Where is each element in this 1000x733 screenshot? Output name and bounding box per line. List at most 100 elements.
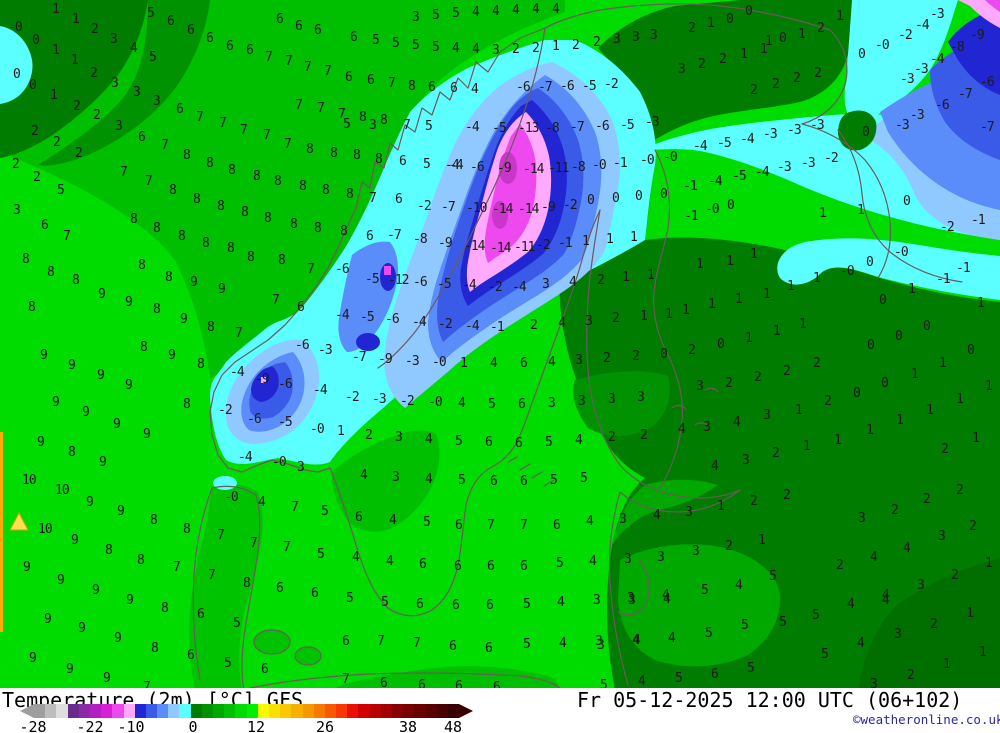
temp-value: 9 xyxy=(37,435,45,450)
temp-value: 7 xyxy=(272,293,280,308)
temp-value: 5 xyxy=(392,36,400,51)
region-white-sea xyxy=(777,238,1000,300)
temp-value: 8 xyxy=(47,265,55,280)
temp-value: 0 xyxy=(745,4,753,19)
region-coast-magenta-spot xyxy=(384,266,391,275)
temp-value: 0 xyxy=(727,198,735,213)
temp-value: 5 xyxy=(423,515,431,530)
temp-value: 5 xyxy=(432,8,440,23)
temp-value: 3 xyxy=(632,30,640,45)
temp-value: 7 xyxy=(63,229,71,244)
copyright-credit[interactable]: ©weatheronline.co.uk xyxy=(853,712,1000,727)
temp-value: -9 xyxy=(970,28,985,43)
colorbar-swatch xyxy=(380,704,392,718)
temp-value: -2 xyxy=(604,77,619,92)
temp-value: 3 xyxy=(111,76,119,91)
temp-value: 6 xyxy=(176,102,184,117)
temp-value: 6 xyxy=(490,474,498,489)
temp-value: 5 xyxy=(701,583,709,598)
temp-value: 2 xyxy=(772,446,780,461)
temp-value: 0 xyxy=(967,343,975,358)
temp-value: -2 xyxy=(563,198,578,213)
temp-value: 5 xyxy=(372,33,380,48)
temp-value: 6 xyxy=(295,19,303,34)
temp-value: 2 xyxy=(930,617,938,632)
temp-value: 1 xyxy=(758,533,766,548)
temp-value: 3 xyxy=(412,10,420,25)
temp-value: 5 xyxy=(705,626,713,641)
temp-value: 5 xyxy=(600,678,608,688)
temp-value: 6 xyxy=(380,676,388,688)
temp-value: 1 xyxy=(630,230,638,245)
temp-value: -5 xyxy=(365,272,380,287)
temp-value: 1 xyxy=(337,424,345,439)
temp-value: 2 xyxy=(593,35,601,50)
temp-value: 4 xyxy=(352,550,360,565)
temp-value: -5 xyxy=(582,79,597,94)
temp-value: 2 xyxy=(698,57,706,72)
region-sweden-land xyxy=(331,430,440,532)
region-tl-cyan xyxy=(0,26,33,104)
temp-value: 8 xyxy=(153,302,161,317)
temp-value: 9 xyxy=(71,533,79,548)
temp-value: 8 xyxy=(380,113,388,128)
colorbar-tick-48: 48 xyxy=(443,718,463,733)
map-canvas xyxy=(0,0,1000,688)
temp-value: -4 xyxy=(462,278,477,293)
temp-value: -4 xyxy=(412,315,427,330)
temp-value: 9 xyxy=(68,358,76,373)
temp-value: 1 xyxy=(707,16,715,31)
temp-value: -7 xyxy=(570,120,585,135)
temp-value: 1 xyxy=(834,433,842,448)
temp-value: 1 xyxy=(943,657,951,672)
temp-value: 5 xyxy=(455,434,463,449)
colorbar-swatch xyxy=(392,704,404,718)
temp-value: -8 xyxy=(545,121,560,136)
temp-value: 0 xyxy=(862,125,870,140)
temp-value: 8 xyxy=(290,217,298,232)
temp-value: 1 xyxy=(857,203,865,218)
temp-value: -6 xyxy=(980,75,995,90)
region-lobe-navy xyxy=(251,366,279,402)
colorbar-swatch xyxy=(403,704,415,718)
temp-value: 8 xyxy=(68,445,76,460)
temp-value: 6 xyxy=(138,130,146,145)
temp-value: 1 xyxy=(787,279,795,294)
colorbar-swatch xyxy=(34,704,46,718)
temp-value: 3 xyxy=(637,390,645,405)
temp-value: 7 xyxy=(196,110,204,125)
temp-value: 6 xyxy=(449,639,457,654)
temp-value: 7 xyxy=(217,528,225,543)
temp-value: 4 xyxy=(668,631,676,646)
colorbar-swatch xyxy=(157,704,169,718)
temp-value: -11 xyxy=(548,161,570,176)
temp-value: 0 xyxy=(726,12,734,27)
temp-value: 5 xyxy=(425,119,433,134)
temp-value: 4 xyxy=(452,41,460,56)
temp-value: 2 xyxy=(530,318,538,333)
temp-value: 8 xyxy=(183,148,191,163)
temp-value: 8 xyxy=(274,174,282,189)
temp-value: 3 xyxy=(870,677,878,688)
temp-value: 7 xyxy=(265,50,273,65)
temp-value: 3 xyxy=(628,593,636,608)
temp-value: 7 xyxy=(388,76,396,91)
temp-value: 8 xyxy=(183,397,191,412)
temp-value: 8 xyxy=(322,183,330,198)
colorbar-swatch xyxy=(425,704,437,718)
temp-value: 6 xyxy=(187,648,195,663)
temp-value: 1 xyxy=(71,53,79,68)
temp-value: 9 xyxy=(113,417,121,432)
temp-value: 4 xyxy=(870,550,878,565)
temp-value: 3 xyxy=(917,578,925,593)
temp-value: 0 xyxy=(779,31,787,46)
temp-value: -5 xyxy=(717,136,732,151)
temp-value: 9 xyxy=(143,427,151,442)
temp-value: -6 xyxy=(278,377,293,392)
region-nw-dark-ring xyxy=(38,0,210,166)
temp-value: 4 xyxy=(360,468,368,483)
temp-value: -3 xyxy=(777,160,792,175)
temp-value: 1 xyxy=(866,423,874,438)
temp-value: -2 xyxy=(898,28,913,43)
